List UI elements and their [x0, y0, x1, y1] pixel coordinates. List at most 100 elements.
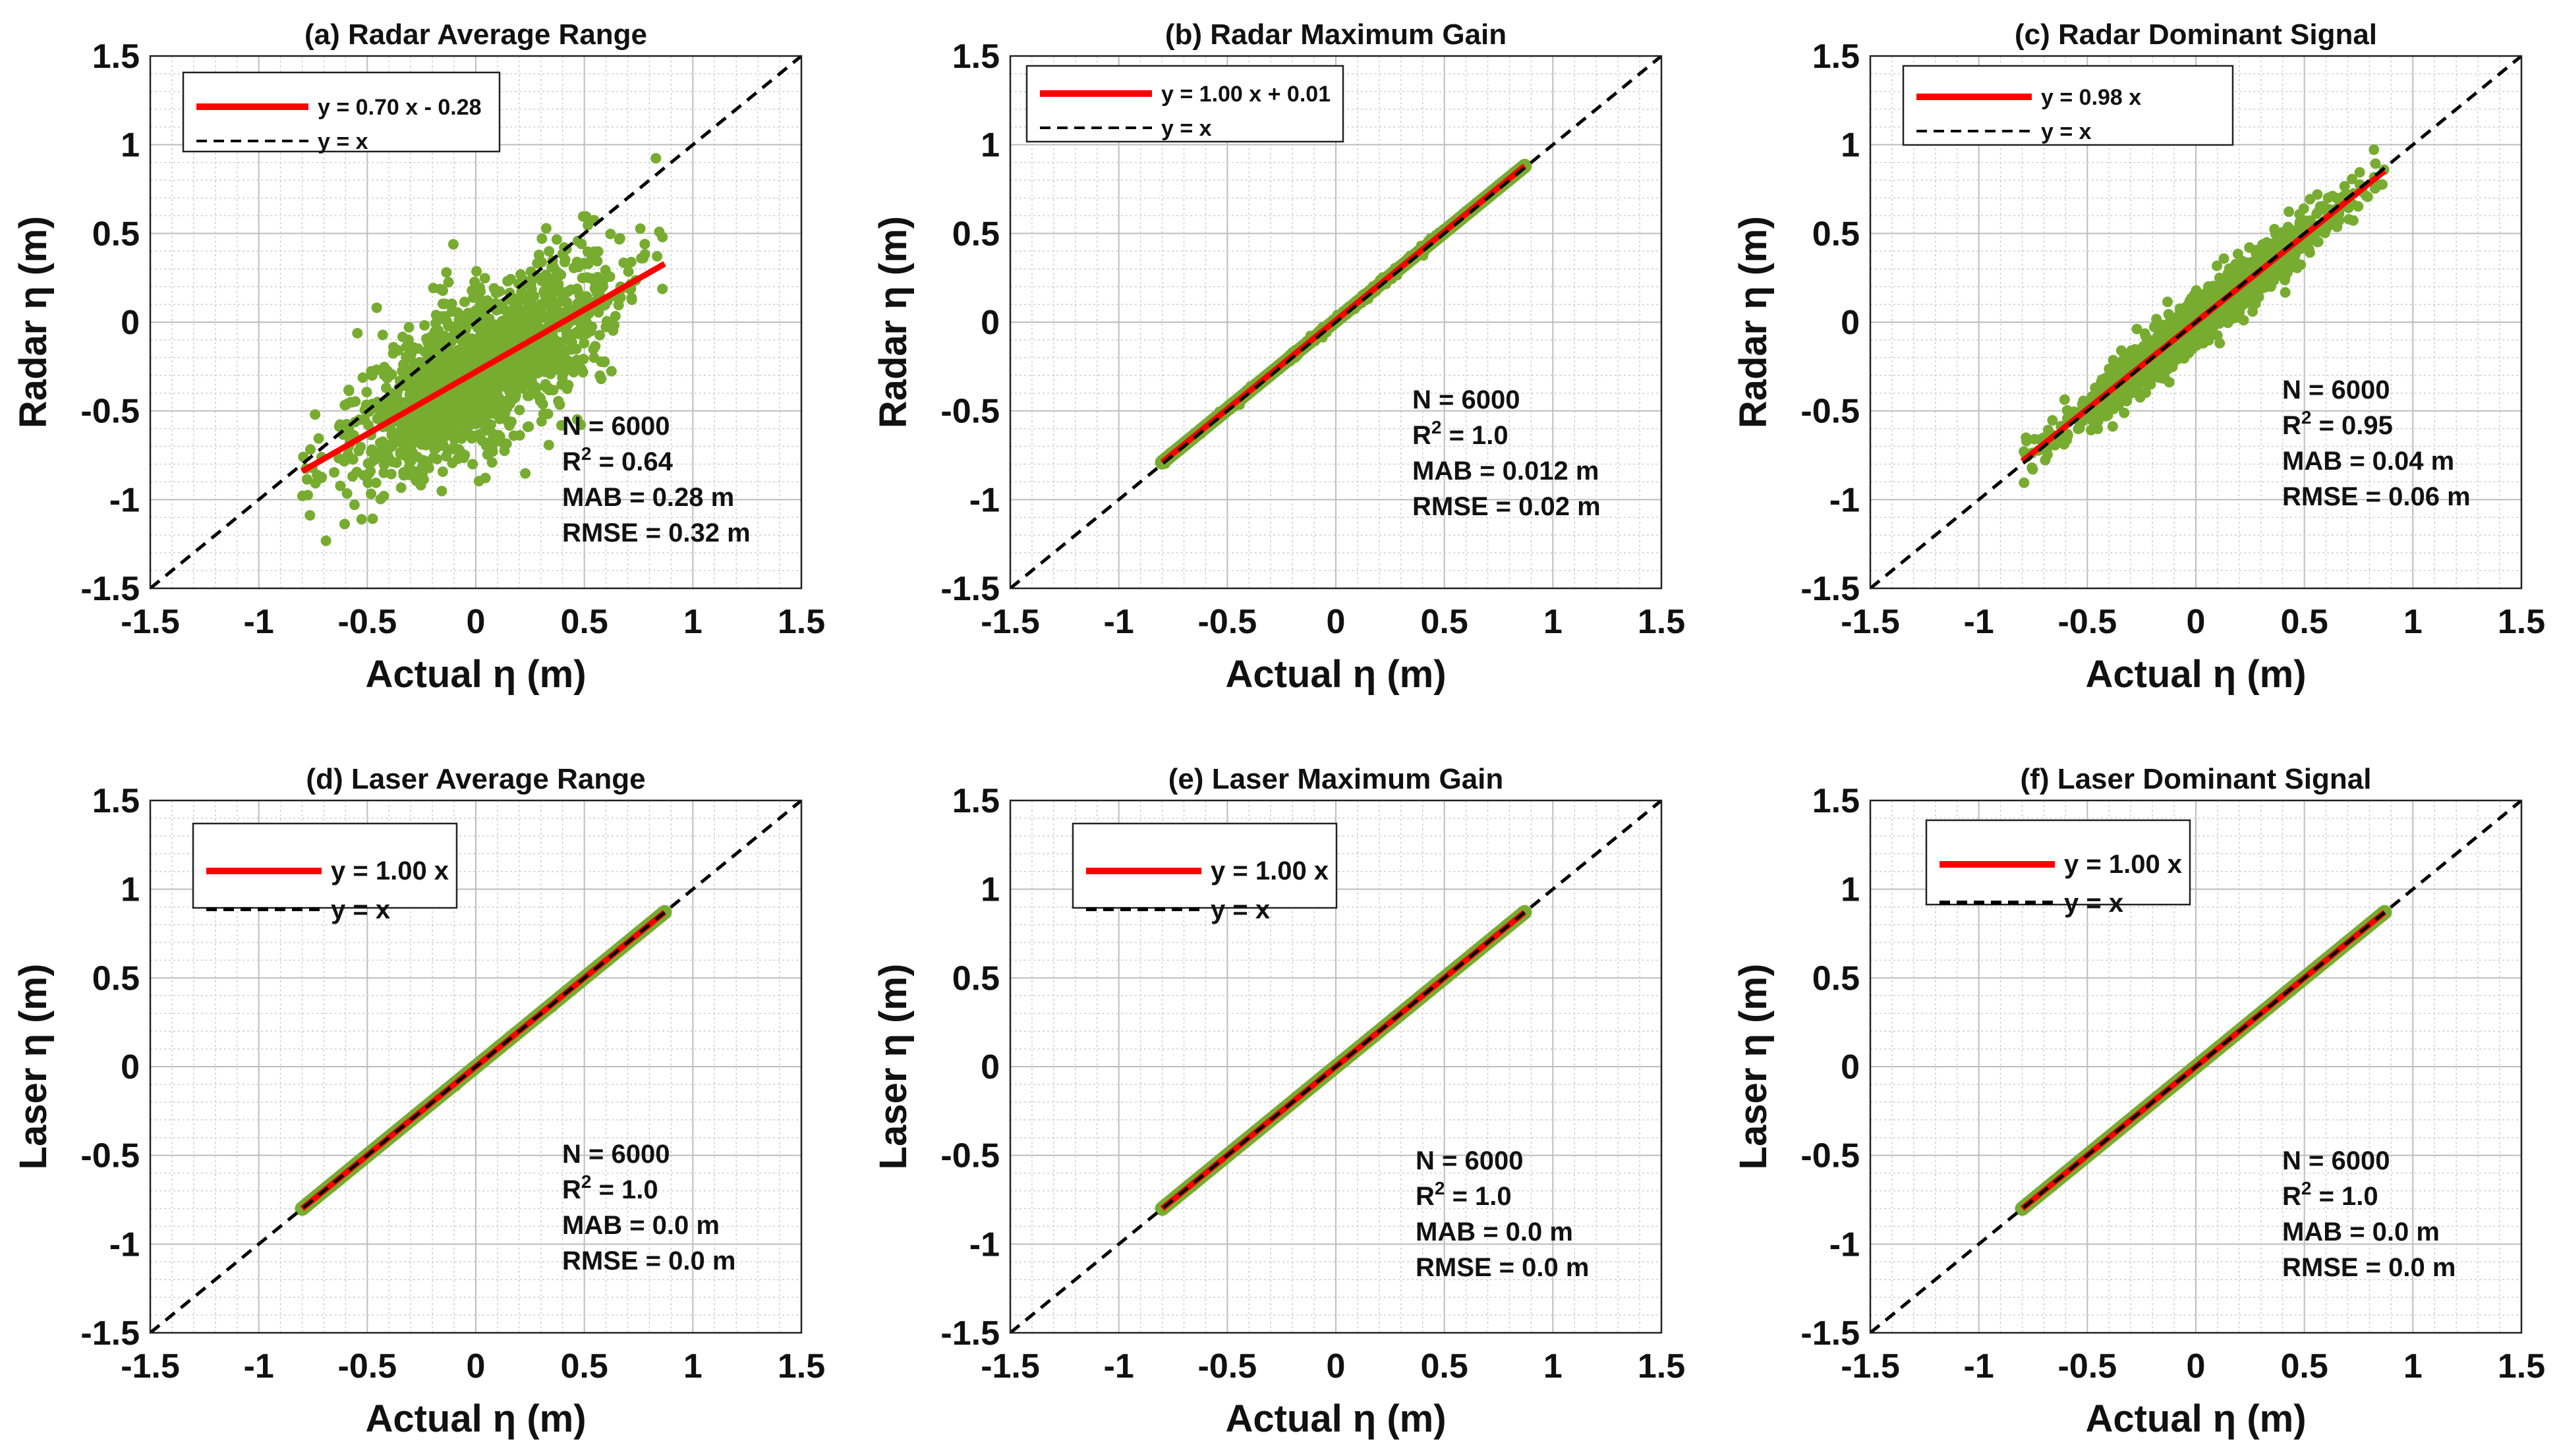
scatter-point	[507, 363, 519, 374]
legend-identity-label: y = x	[331, 895, 390, 924]
y-tick-label: 1.5	[1812, 38, 1860, 76]
legend: y = 1.00 x y = x	[192, 822, 458, 924]
scatter-point	[550, 271, 561, 283]
identity-line	[1870, 56, 2521, 588]
scatter-point	[2298, 203, 2309, 214]
scatter-point	[409, 385, 420, 396]
stats-line: MAB = 0.012 m	[1412, 457, 1599, 486]
scatter-point	[532, 258, 543, 269]
y-tick-label: 1	[1841, 126, 1860, 165]
x-tick-label: 1.5	[778, 603, 825, 641]
x-tick-label: -1	[244, 1347, 274, 1386]
scatter-point	[529, 301, 540, 312]
x-axis-label: Actual η (m)	[365, 653, 586, 696]
scatter-point	[441, 316, 452, 327]
stats-line: MAB = 0.0 m	[562, 1211, 720, 1240]
scatter-point	[635, 223, 646, 235]
scatter-point	[614, 233, 625, 244]
x-tick-label: 0.5	[561, 603, 608, 641]
y-tick-label: 1.5	[92, 782, 140, 820]
x-tick-label: -1.5	[1841, 603, 1900, 641]
scatter-point	[356, 514, 367, 525]
scatter-point	[347, 454, 359, 465]
scatter-point	[536, 312, 547, 323]
scatter-point	[423, 363, 434, 374]
scatter-point	[389, 395, 400, 406]
scatter-point	[482, 424, 493, 435]
scatter-point	[2183, 298, 2195, 309]
scatter-point	[437, 298, 448, 310]
scatter-point	[2019, 477, 2030, 488]
scatter-point	[2210, 314, 2222, 325]
y-tick-label: -1	[1829, 481, 1860, 519]
scatter-point	[593, 307, 604, 318]
scatter-point	[371, 302, 382, 314]
scatter-point	[402, 469, 413, 480]
scatter-point	[2021, 432, 2032, 443]
x-tick-label: 0	[2187, 603, 2206, 641]
scatter-point	[437, 466, 448, 477]
scatter-point	[579, 337, 590, 349]
scatter-point	[446, 306, 457, 317]
scatter-point	[2270, 229, 2282, 240]
y-axis-label: Radar η (m)	[12, 216, 55, 428]
scatter-point	[367, 513, 378, 524]
scatter-point	[534, 395, 546, 406]
y-tick-label: -0.5	[1800, 393, 1860, 431]
scatter-point	[389, 437, 400, 449]
scatter-point	[625, 256, 637, 267]
scatter-point	[405, 441, 417, 452]
scatter-point	[590, 341, 601, 352]
scatter-point	[515, 350, 526, 361]
scatter-point	[502, 415, 513, 426]
subplot-a: -1.5 -1 -0.5 0 0.5 1 1.5-1.5-1-0.500.511.5(a) …	[12, 18, 825, 696]
x-tick-label: 0.5	[2281, 603, 2328, 641]
scatter-point	[388, 341, 399, 352]
scatter-point	[2144, 343, 2156, 354]
scatter-point	[2191, 285, 2202, 296]
scatter-point	[637, 252, 648, 264]
scatter-point	[353, 445, 364, 457]
x-tick-label: 0	[1327, 603, 1346, 641]
scatter-point	[428, 451, 440, 462]
scatter-point	[558, 366, 569, 377]
legend-fit-label: y = 1.00 x	[331, 856, 449, 885]
scatter-point	[320, 535, 331, 546]
scatter-point	[487, 446, 498, 457]
scatter-point	[349, 499, 360, 511]
scatter-point	[2211, 260, 2222, 271]
y-tick-label: -0.5	[940, 393, 1000, 431]
scatter-point	[597, 278, 608, 289]
scatter-point	[482, 295, 493, 306]
scatter-point	[548, 338, 560, 349]
scatter-point	[542, 408, 554, 420]
scatter-point	[650, 153, 662, 164]
scatter-point	[2132, 388, 2143, 399]
identity-line	[150, 56, 801, 588]
subplot-c: -1.5 -1 -0.5 0 0.5 1 1.5-1.5-1-0.500.511.5(c) …	[1732, 18, 2545, 696]
scatter-point	[428, 401, 439, 412]
legend-fit-label: y = 0.98 x	[2041, 85, 2141, 110]
scatter-point	[473, 476, 484, 487]
scatter-point	[2073, 423, 2084, 434]
scatter-point	[2229, 303, 2241, 314]
scatter-point	[2280, 287, 2291, 298]
y-tick-label: 0	[981, 304, 1000, 342]
scatter-point	[533, 344, 544, 355]
scatter-point	[531, 382, 542, 393]
scatter-point	[333, 453, 345, 464]
scatter-point	[639, 238, 650, 250]
y-tick-label: -0.5	[80, 393, 140, 431]
scatter-point	[2061, 405, 2073, 416]
scatter-point	[343, 384, 355, 395]
scatter-point	[2238, 314, 2249, 325]
scatter-point	[366, 456, 378, 467]
scatter-point	[551, 234, 562, 245]
scatter-point	[499, 445, 510, 457]
scatter-point	[2167, 361, 2178, 372]
stats-line: N = 6000	[562, 412, 670, 441]
stats-line: RMSE = 0.0 m	[562, 1246, 735, 1275]
scatter-point	[482, 316, 493, 327]
axes-frame	[1009, 55, 1663, 590]
